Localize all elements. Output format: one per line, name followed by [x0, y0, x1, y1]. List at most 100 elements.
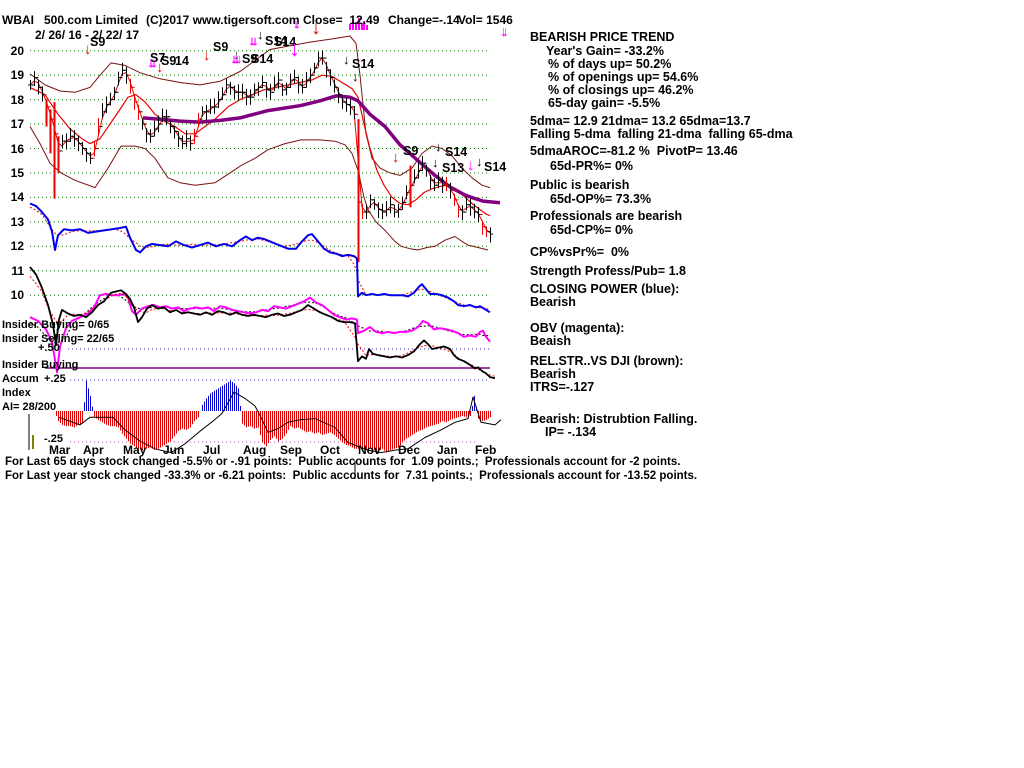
- obv-ma-dotted: [29, 294, 491, 345]
- price-axis-label: 15: [10, 166, 24, 180]
- company-name: 500.com Limited: [44, 13, 139, 27]
- analysis-line: OBV (magenta):: [530, 321, 625, 335]
- analysis-line: Bearish: [530, 367, 576, 381]
- insider-sell-arrow: ↓↓↓↓: [147, 55, 158, 70]
- sell-arrow-black: ↓: [352, 69, 359, 84]
- price-axis-label: 18: [10, 93, 24, 107]
- sell-arrow-red: ↓: [392, 149, 400, 166]
- insider-sell-arrow: ↓↓↓↓: [248, 33, 259, 48]
- analysis-line: 65-day gain= -5.5%: [548, 96, 661, 110]
- lower-band: [29, 126, 489, 251]
- sell-arrow-black: ↓: [343, 52, 350, 67]
- analysis-line: 65d-OP%= 73.3%: [550, 192, 652, 206]
- analysis-line: Beaish: [530, 334, 571, 348]
- insider-selling-count: Insider Selling= 22/65: [2, 333, 115, 345]
- sell-arrow-black: ↓: [432, 155, 439, 170]
- analysis-line: Falling 5-dma falling 21-dma falling 65-…: [530, 127, 793, 141]
- insider-sell-arrow: ↓↓↓↓↓: [230, 51, 242, 66]
- analysis-line: CP%vsPr%= 0%: [530, 245, 630, 259]
- month-label: Aug: [243, 443, 267, 457]
- analysis-line: Public is bearish: [530, 178, 630, 192]
- closing-power-line: [29, 202, 491, 314]
- month-label: Nov: [358, 443, 381, 457]
- index-label: Index: [2, 387, 31, 399]
- summary-line-2: For Last year stock changed -33.3% or -6…: [5, 470, 698, 482]
- month-label: Jul: [203, 443, 221, 457]
- rs-ma-dotted: [29, 276, 496, 377]
- analysis-line: 65d-CP%= 0%: [550, 223, 634, 237]
- volume-value: Vol= 1546: [458, 13, 513, 27]
- minus25-label: -.25: [44, 433, 63, 445]
- month-label: Dec: [398, 443, 421, 457]
- signal-label: S9: [403, 144, 419, 158]
- signal-label: S14: [484, 160, 507, 174]
- sell-arrow-black: ↓: [435, 139, 442, 154]
- accum-histogram: [56, 380, 491, 453]
- price-axis-label: 17: [10, 117, 24, 131]
- insider-sell-arrow: ↓↓↓: [293, 17, 301, 31]
- month-label: Jun: [163, 443, 185, 457]
- ticker-symbol: WBAI: [2, 13, 34, 27]
- signal-label: S14: [265, 34, 288, 48]
- month-label: May: [123, 443, 147, 457]
- analysis-line: Year's Gain= -33.2%: [546, 44, 664, 58]
- insider-sell-arrow: ↓↓: [500, 23, 509, 39]
- price-axis-label: 14: [10, 190, 24, 204]
- copyright: (C)2017 www.tigersoft.com: [146, 13, 300, 27]
- price-bars: [28, 50, 493, 263]
- price-axis-label: 19: [10, 68, 24, 82]
- relative-strength-line: [29, 266, 496, 380]
- month-label: Sep: [280, 443, 303, 457]
- analysis-line: REL.STR..VS DJI (brown):: [530, 354, 684, 368]
- sell-arrow-black: ↓: [233, 47, 240, 62]
- signal-label: S9: [213, 40, 229, 54]
- accum-label: Accum: [2, 373, 39, 385]
- insider-sell-arrow: ↓: [289, 36, 300, 61]
- analysis-line: 5dma= 12.9 21dma= 13.2 65dma=13.7: [530, 114, 751, 128]
- price-axis-label: 10: [10, 288, 24, 302]
- ma21-line: [29, 74, 491, 217]
- signal-label: S14: [251, 52, 274, 66]
- analysis-line: Professionals are bearish: [530, 209, 683, 223]
- signal-label: S14: [352, 57, 375, 71]
- ai-ratio-label: AI= 28/200: [2, 401, 57, 413]
- month-label: Feb: [475, 443, 497, 457]
- analysis-line: Bearish: Distrubtion Falling.: [530, 412, 698, 426]
- analysis-line: % of closings up= 46.2%: [548, 83, 694, 97]
- change-value: Change=-.14: [388, 13, 460, 27]
- cp-ma-dotted: [29, 206, 491, 310]
- summary-line-1: For Last 65 days stock changed -5.5% or …: [5, 456, 681, 468]
- signal-label: S9: [242, 52, 258, 66]
- signal-label: 14: [175, 54, 189, 68]
- analysis-line: % of openings up= 54.6%: [548, 70, 699, 84]
- price-axis-label: 11: [11, 264, 24, 278]
- analysis-line: IP= -.134: [545, 425, 597, 439]
- signal-label: S14: [274, 35, 297, 49]
- month-label: Jan: [437, 443, 458, 457]
- analysis-line: % of days up= 50.2%: [548, 57, 672, 71]
- ma5-line: [29, 57, 491, 234]
- sell-arrow-red: ↓: [203, 47, 211, 64]
- month-label: Apr: [83, 443, 104, 457]
- upper-band: [29, 35, 491, 189]
- reference-lines: [28, 348, 490, 479]
- close-value: Close= 12.49: [303, 13, 380, 27]
- sell-arrow-black: ↓: [257, 27, 264, 42]
- analysis-line: 5dmaAROC=-81.2 % PivotP= 13.46: [530, 144, 738, 158]
- insider-buying-count: Insider Buying= 0/65: [2, 319, 110, 331]
- plus50-label: +.50: [38, 342, 60, 354]
- header-volume-ticks: [349, 18, 368, 30]
- date-range: 2/ 26/ 16 - 2/ 22/ 17: [35, 28, 140, 42]
- analysis-line: CLOSING POWER (blue):: [530, 282, 680, 296]
- signal-label: S9: [161, 54, 177, 68]
- signal-label: S7: [150, 51, 166, 65]
- analysis-line: BEARISH PRICE TREND: [530, 30, 675, 44]
- insider-sell-arrow: ↓: [467, 157, 474, 174]
- price-axis-label: 12: [10, 239, 24, 253]
- sell-arrow-black: ↓: [476, 154, 483, 169]
- signal-label: S14: [445, 145, 468, 159]
- price-axis-label: 13: [10, 215, 24, 229]
- sell-arrow-red: ↓: [311, 17, 321, 39]
